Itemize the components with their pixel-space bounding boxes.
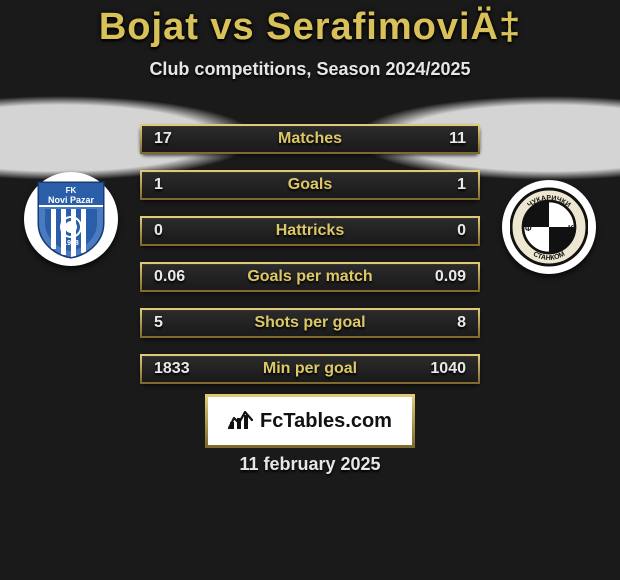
stat-left-value: 0.06	[154, 268, 185, 286]
brand-bar: FcTables.com	[205, 394, 415, 448]
stat-label: Min per goal	[142, 360, 478, 378]
subtitle: Club competitions, Season 2024/2025	[0, 59, 620, 80]
stat-left-value: 17	[154, 130, 172, 148]
stat-label: Matches	[142, 130, 478, 148]
stat-row: 0.06 Goals per match 0.09	[140, 262, 480, 292]
svg-text:1928: 1928	[63, 240, 79, 247]
stat-left-value: 5	[154, 314, 163, 332]
stat-label: Hattricks	[142, 222, 478, 240]
stat-right-value: 0	[457, 222, 466, 240]
stat-right-value: 11	[449, 130, 466, 148]
svg-text:K: K	[568, 224, 574, 233]
stat-left-value: 1	[154, 176, 163, 194]
page-title: Bojat vs SerafimoviÄ‡	[0, 0, 620, 49]
date-text: 11 february 2025	[0, 454, 620, 475]
team-left-text-bottom: Novi Pazar	[48, 195, 95, 205]
stat-label: Shots per goal	[142, 314, 478, 332]
stat-row: 17 Matches 11	[140, 124, 480, 154]
team-left-text-top: FK	[66, 186, 77, 195]
stat-right-value: 8	[457, 314, 466, 332]
stat-right-value: 1040	[430, 360, 466, 378]
stat-left-value: 0	[154, 222, 163, 240]
brand-text: FcTables.com	[260, 410, 392, 433]
team-right-logo: ЧУКАРИЧКИ СТАНКОМ Φ K	[502, 180, 596, 274]
stat-right-value: 0.09	[435, 268, 466, 286]
stat-left-value: 1833	[154, 360, 190, 378]
stat-label: Goals	[142, 176, 478, 194]
stat-label: Goals per match	[142, 268, 478, 286]
shield-icon: ЧУКАРИЧКИ СТАНКОМ Φ K	[510, 185, 588, 269]
stat-right-value: 1	[457, 176, 466, 194]
shield-icon: FK Novi Pazar 1928	[35, 179, 107, 259]
stat-row: 5 Shots per goal 8	[140, 308, 480, 338]
stat-row: 1 Goals 1	[140, 170, 480, 200]
team-left-logo: FK Novi Pazar 1928	[24, 172, 118, 266]
stat-row: 0 Hattricks 0	[140, 216, 480, 246]
chart-icon	[228, 406, 254, 436]
stat-row: 1833 Min per goal 1040	[140, 354, 480, 384]
stats-table: 17 Matches 11 1 Goals 1 0 Hattricks 0 0.…	[140, 124, 480, 384]
svg-text:Φ: Φ	[525, 224, 532, 233]
